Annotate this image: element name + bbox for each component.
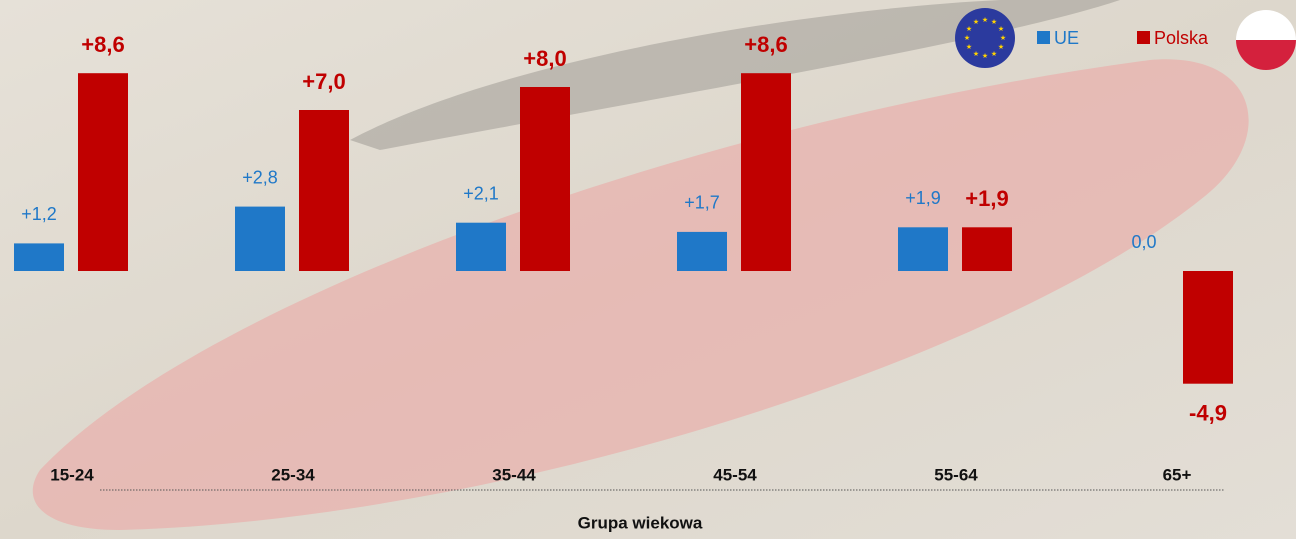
bar	[14, 243, 64, 271]
eu-flag: ★ ★★★★★★★★★★★	[955, 8, 1015, 68]
data-label: +1,2	[21, 204, 57, 224]
bar	[1183, 271, 1233, 384]
svg-text:★: ★	[991, 50, 997, 58]
data-label: +1,9	[965, 186, 1008, 211]
data-label: 0,0	[1131, 232, 1156, 252]
svg-text:★: ★	[966, 25, 972, 33]
x-tick-label: 65+	[1163, 465, 1192, 484]
data-label: +2,8	[242, 167, 278, 187]
svg-text:★: ★	[998, 25, 1004, 33]
data-label: +8,6	[81, 32, 124, 57]
svg-text:★: ★	[964, 34, 970, 42]
legend-marker	[1137, 31, 1150, 44]
data-label: +2,1	[463, 183, 499, 203]
svg-text:★: ★	[1000, 34, 1006, 42]
background-surfboard	[32, 59, 1249, 530]
x-axis-label: Grupa wiekowa	[578, 513, 703, 532]
svg-text:★: ★	[982, 52, 988, 60]
poland-flag	[1236, 10, 1296, 70]
x-tick-label: 35-44	[492, 465, 536, 484]
bar	[456, 222, 506, 271]
bar	[962, 227, 1012, 271]
x-tick-label: 25-34	[271, 465, 315, 484]
svg-text:★: ★	[998, 43, 1004, 51]
bar	[78, 73, 128, 271]
bar	[520, 87, 570, 271]
data-label: -4,9	[1189, 401, 1227, 426]
bar	[299, 110, 349, 271]
x-tick-label: 15-24	[50, 465, 94, 484]
data-label: +7,0	[302, 69, 345, 94]
bar	[898, 227, 948, 271]
data-label: +8,0	[523, 46, 566, 71]
bar	[741, 73, 791, 271]
bar	[677, 231, 727, 271]
data-label: +1,7	[684, 193, 720, 213]
svg-text:★: ★	[982, 16, 988, 24]
svg-text:★: ★	[966, 43, 972, 51]
legend-marker	[1037, 31, 1050, 44]
bar	[235, 206, 285, 271]
x-tick-label: 45-54	[713, 465, 757, 484]
legend-label: Polska	[1154, 28, 1209, 48]
data-label: +8,6	[744, 32, 787, 57]
svg-text:★: ★	[973, 50, 979, 58]
svg-text:★: ★	[973, 18, 979, 26]
x-tick-label: 55-64	[934, 465, 978, 484]
data-label: +1,9	[905, 188, 941, 208]
legend-label: UE	[1054, 28, 1079, 48]
svg-text:★: ★	[991, 18, 997, 26]
